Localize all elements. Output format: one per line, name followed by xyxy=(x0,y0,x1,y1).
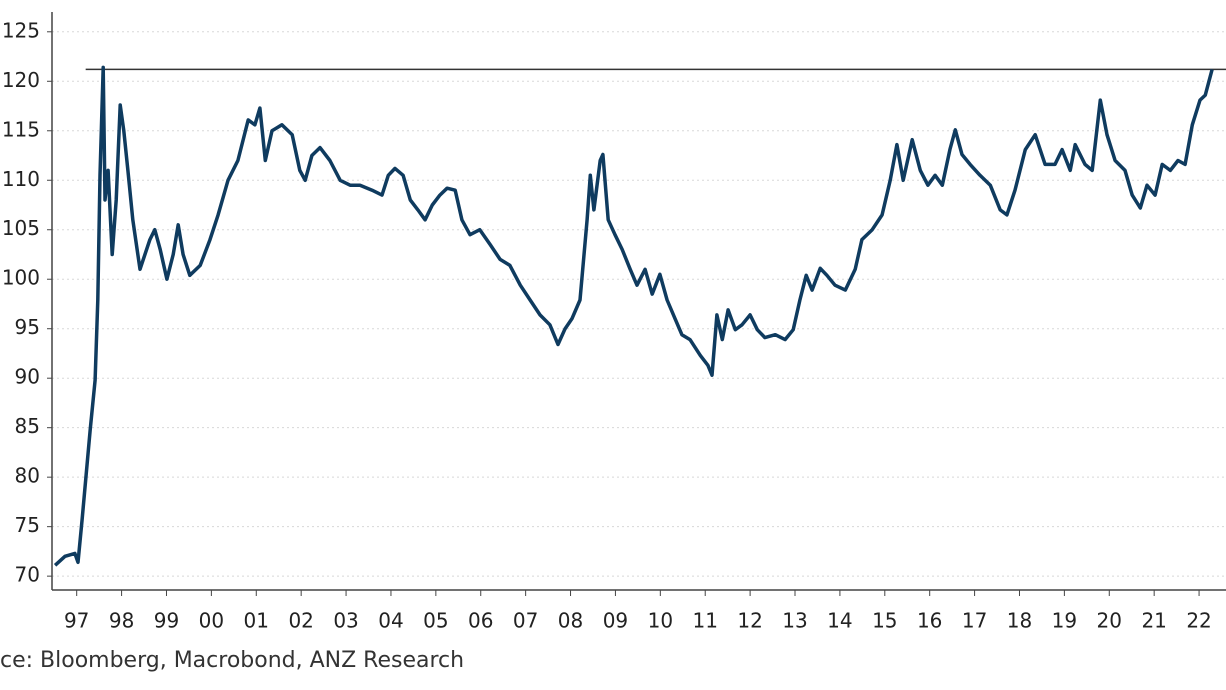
y-tick-label: 75 xyxy=(15,513,40,537)
y-tick-label: 110 xyxy=(2,167,40,191)
y-tick-label: 105 xyxy=(2,216,40,240)
y-tick-label: 120 xyxy=(2,68,40,92)
x-tick-label: 06 xyxy=(468,609,493,633)
y-tick-label: 125 xyxy=(2,18,40,42)
x-tick-label: 14 xyxy=(827,609,852,633)
x-tick-label: 07 xyxy=(513,609,538,633)
x-tick-label: 98 xyxy=(109,609,134,633)
x-tick-label: 17 xyxy=(962,609,987,633)
x-tick-label: 10 xyxy=(648,609,673,633)
x-tick-label: 13 xyxy=(782,609,807,633)
x-tick-label: 20 xyxy=(1097,609,1122,633)
y-tick-label: 95 xyxy=(15,315,40,339)
x-tick-label: 02 xyxy=(288,609,313,633)
y-tick-label: 100 xyxy=(2,266,40,290)
x-tick-label: 08 xyxy=(558,609,583,633)
x-tick-label: 09 xyxy=(603,609,628,633)
y-tick-label: 90 xyxy=(15,365,40,389)
y-tick-label: 115 xyxy=(2,117,40,141)
x-tick-label: 18 xyxy=(1007,609,1032,633)
x-tick-label: 00 xyxy=(199,609,224,633)
x-tick-label: 16 xyxy=(917,609,942,633)
y-tick-label: 80 xyxy=(15,464,40,488)
x-tick-label: 19 xyxy=(1052,609,1077,633)
x-tick-label: 03 xyxy=(333,609,358,633)
x-tick-label: 15 xyxy=(872,609,897,633)
x-tick-label: 01 xyxy=(244,609,269,633)
x-tick-label: 97 xyxy=(64,609,89,633)
y-tick-label: 70 xyxy=(15,563,40,587)
x-tick-label: 11 xyxy=(692,609,717,633)
y-tick-label: 85 xyxy=(15,414,40,438)
x-tick-label: 04 xyxy=(378,609,403,633)
x-tick-label: 22 xyxy=(1186,609,1211,633)
x-tick-label: 05 xyxy=(423,609,448,633)
source-note: ce: Bloomberg, Macrobond, ANZ Research xyxy=(0,648,464,673)
data-line xyxy=(53,65,1214,567)
x-tick-label: 21 xyxy=(1141,609,1166,633)
x-tick-label: 12 xyxy=(737,609,762,633)
x-tick-label: 99 xyxy=(154,609,179,633)
